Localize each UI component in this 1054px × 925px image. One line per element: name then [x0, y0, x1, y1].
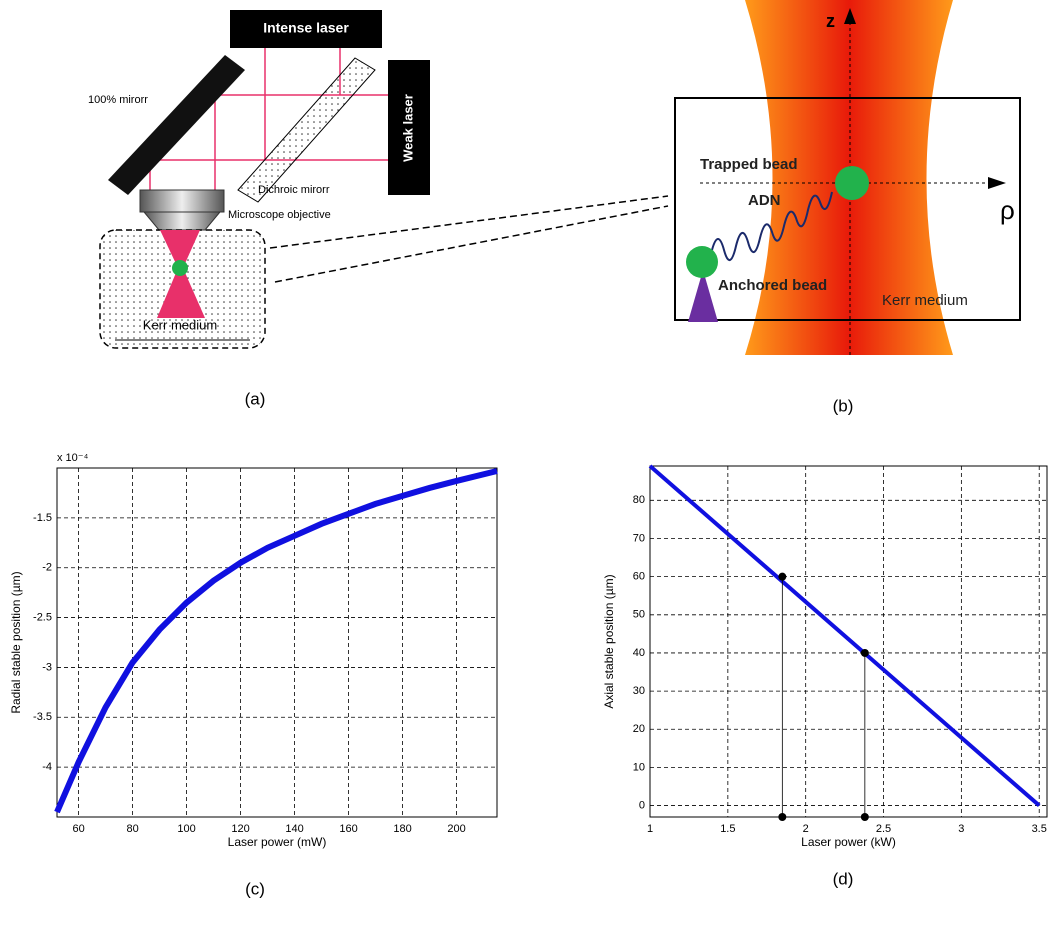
caption: (d): [833, 869, 854, 888]
y-tick-label: 40: [633, 647, 645, 659]
y-tick-label: -2.5: [33, 611, 52, 623]
y-tick-label: 50: [633, 609, 645, 621]
arrow: [844, 8, 856, 24]
caption: (b): [833, 396, 854, 415]
caption: (c): [245, 879, 265, 898]
x-axis-label: Laser power (mW): [228, 835, 327, 849]
anchored-bead: [686, 246, 718, 278]
x-tick-label: 160: [339, 823, 357, 835]
y-tick-label: 70: [633, 532, 645, 544]
intense-laser-box: [230, 10, 382, 48]
label: Anchored bead: [718, 277, 827, 294]
label: Microscope objective: [228, 209, 331, 221]
x-tick-label: 3.5: [1032, 823, 1047, 835]
marker-foot: [860, 813, 869, 821]
label: Trapped bead: [700, 156, 798, 173]
y-tick-label: -4: [42, 761, 52, 773]
label: Kerr medium: [882, 292, 968, 309]
x-tick-label: 2.5: [876, 823, 891, 835]
anchor: [688, 270, 718, 322]
panel-a: Intense laser Weak laser 100% mirorr Dic…: [88, 10, 430, 408]
objective-lens: [142, 211, 222, 231]
x-tick-label: 100: [177, 823, 195, 835]
frame: [674, 97, 1021, 321]
y-tick-label: -3: [42, 661, 52, 673]
x-tick-label: 140: [285, 823, 303, 835]
axis-label: z: [826, 11, 835, 31]
x-tick-label: 60: [72, 823, 84, 835]
axis-multiplier: x 10⁻⁴: [57, 452, 89, 464]
y-tick-label: 0: [639, 799, 645, 811]
x-tick-label: 2: [803, 823, 809, 835]
y-tick-label: -1.5: [33, 512, 52, 524]
axis-label: ρ: [1000, 195, 1015, 225]
marker: [778, 572, 787, 581]
plot-area: [56, 467, 498, 818]
label: 100% mirorr: [88, 94, 148, 106]
marker-foot: [778, 813, 787, 821]
bead: [172, 260, 188, 276]
label: Intense laser: [263, 20, 349, 36]
charts: 60 80 100 120 140 160 180 200-4-3.5-3-2.5-2-1.5…: [9, 452, 1048, 849]
x-tick-label: 80: [126, 823, 138, 835]
trapped-bead: [835, 166, 869, 200]
label: ADN: [748, 192, 781, 209]
y-tick-label: 30: [633, 685, 645, 697]
x-tick-label: 180: [393, 823, 411, 835]
y-tick-label: 60: [633, 571, 645, 583]
x-tick-label: 1: [647, 823, 653, 835]
data-line: [54, 468, 498, 814]
arrow: [988, 177, 1006, 189]
label: Weak laser: [400, 94, 415, 162]
y-axis-label: Axial stable position (µm): [602, 574, 616, 708]
y-tick-label: 80: [633, 494, 645, 506]
x-tick-label: 120: [231, 823, 249, 835]
x-tick-label: 200: [447, 823, 465, 835]
zoom-lines: [269, 195, 669, 283]
y-axis-label: Radial stable position (µm): [9, 571, 23, 713]
x-tick-label: 1.5: [720, 823, 735, 835]
panel-b: z ρ Trapped bead ADN Anchored bead Kerr …: [674, 0, 1021, 415]
objective: [139, 189, 225, 213]
mirror: [108, 55, 245, 195]
y-tick-label: -2: [42, 562, 52, 574]
data-line: [648, 464, 1041, 808]
x-axis-label: Laser power (kW): [801, 835, 896, 849]
label: Kerr medium: [143, 317, 217, 332]
x-tick-label: 3: [958, 823, 964, 835]
y-tick-label: 10: [633, 761, 645, 773]
marker: [860, 648, 869, 657]
laser-paths: [149, 48, 388, 190]
dichroic-mirror: [237, 57, 376, 203]
caption: (a): [245, 389, 266, 408]
dna-strand: [711, 191, 833, 261]
y-tick-label: 20: [633, 723, 645, 735]
label: Dichroic mirorr: [258, 184, 330, 196]
weak-laser-box: [388, 60, 430, 195]
y-tick-label: -3.5: [33, 711, 52, 723]
